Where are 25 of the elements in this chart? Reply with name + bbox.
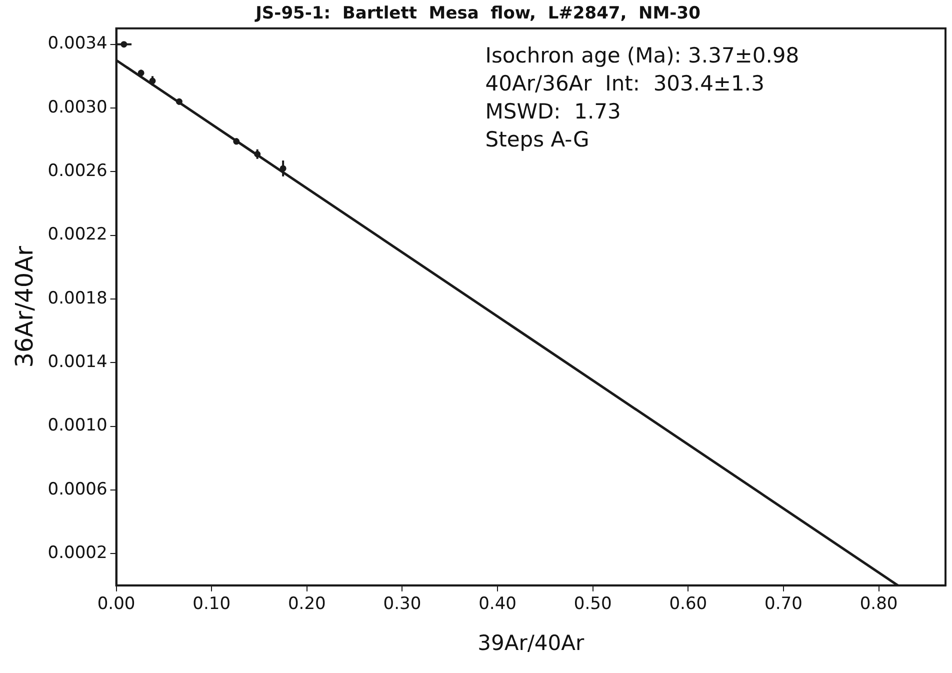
y-tick-label: 0.0010 bbox=[48, 416, 108, 436]
y-axis-title: 36Ar/40Ar bbox=[10, 246, 39, 368]
y-tick-label: 0.0006 bbox=[48, 479, 108, 500]
y-tick-label: 0.0014 bbox=[48, 352, 108, 372]
x-tick-label: 0.70 bbox=[764, 594, 802, 614]
chart-title: JS-95-1: Bartlett Mesa flow, L#2847, NM-30 bbox=[254, 4, 701, 24]
y-tick-label: 0.0022 bbox=[48, 224, 108, 245]
x-tick-label: 0.80 bbox=[860, 594, 898, 614]
annotation: MSWD: 1.73 bbox=[485, 99, 621, 124]
x-tick-label: 0.10 bbox=[192, 594, 231, 614]
x-tick-label: 0.20 bbox=[288, 594, 326, 614]
y-tick-label: 0.0026 bbox=[48, 161, 108, 182]
y-tick-label: 0.0018 bbox=[48, 288, 108, 308]
x-tick-label: 0.00 bbox=[97, 594, 136, 614]
annotation: 40Ar/36Ar Int: 303.4±1.3 bbox=[485, 71, 764, 96]
x-tick-label: 0.30 bbox=[383, 594, 422, 614]
x-tick-label: 0.50 bbox=[574, 594, 612, 614]
x-tick-label: 0.40 bbox=[478, 594, 516, 614]
y-tick-label: 0.0034 bbox=[48, 34, 108, 54]
x-axis-title: 39Ar/40Ar bbox=[478, 630, 585, 655]
y-tick-label: 0.0002 bbox=[48, 542, 108, 563]
y-tick-label: 0.0030 bbox=[48, 97, 108, 118]
annotation: Steps A-G bbox=[485, 127, 590, 152]
annotation: Isochron age (Ma): 3.37±0.98 bbox=[485, 43, 800, 68]
x-tick-label: 0.60 bbox=[669, 594, 708, 614]
